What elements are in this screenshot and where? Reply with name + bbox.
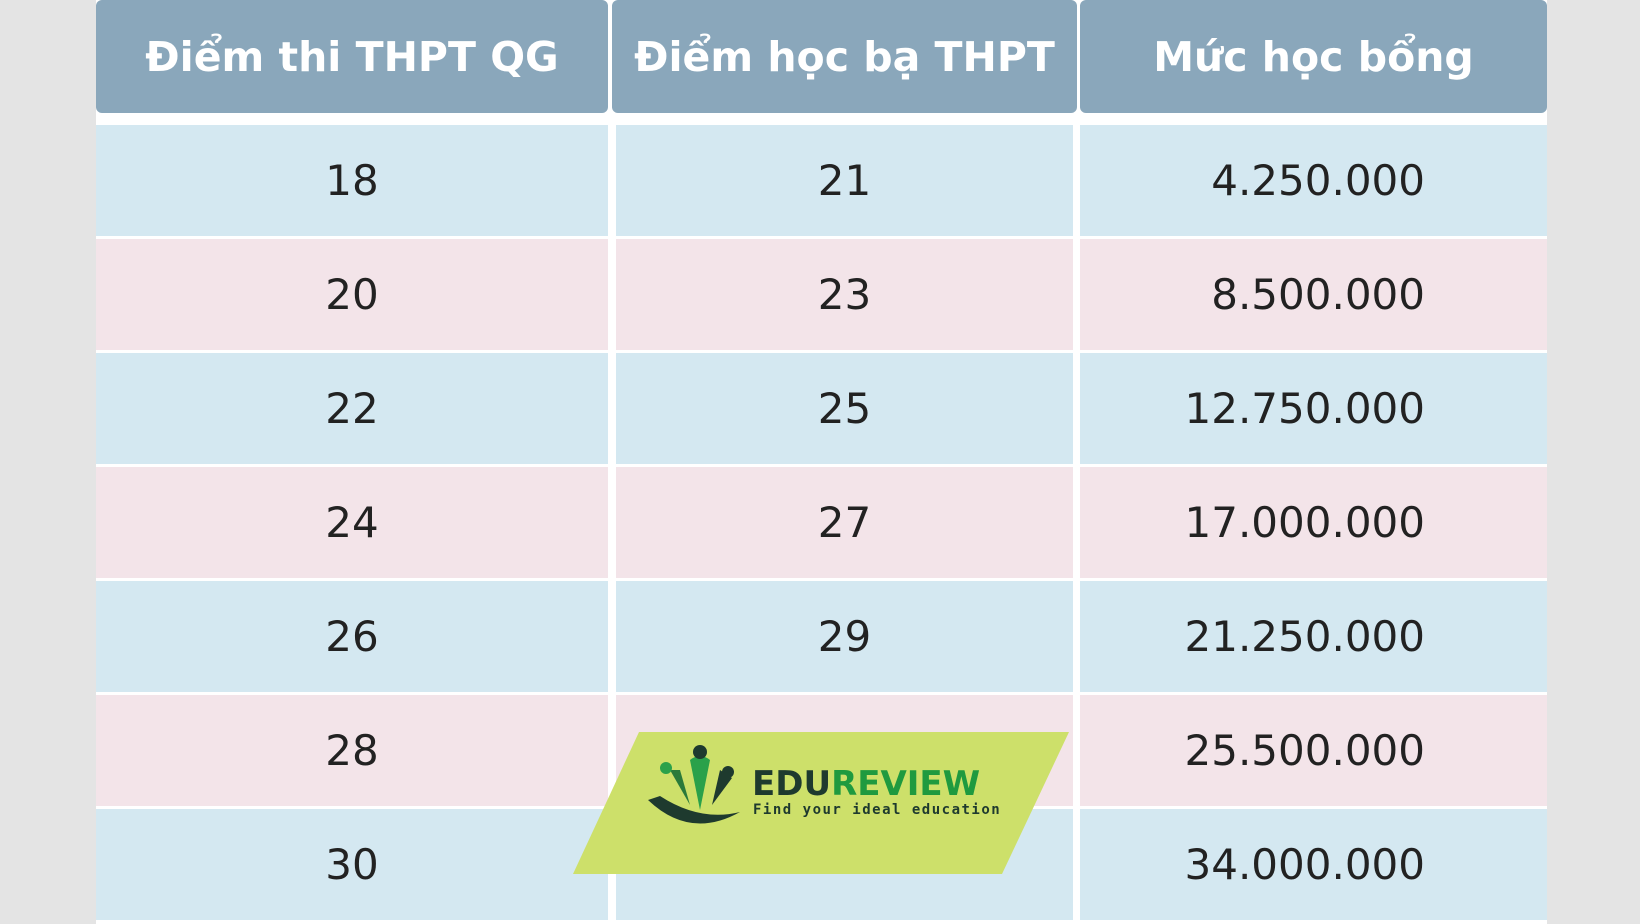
header-cell: Mức học bổng [1080,0,1547,113]
table-cell: 27 [616,467,1073,578]
table-cell: 22 [96,353,608,464]
table-cell: 12.750.000 [1080,353,1547,464]
table-cell: 4.250.000 [1080,125,1547,236]
table-cell: 24 [96,467,608,578]
table-cell: 17.000.000 [1080,467,1547,578]
table-cell: 23 [616,239,1073,350]
table-cell: 29 [616,581,1073,692]
logo-brand-green: REVIEW [831,764,980,804]
logo-tagline: Find your ideal education [753,802,1001,818]
header-cell: Điểm thi THPT QG [96,0,608,113]
logo-brand: EDUREVIEW [752,764,980,804]
table-cell: 28 [96,695,608,806]
table-cell: 25 [616,353,1073,464]
table-cell: 21 [616,125,1073,236]
header-cell: Điểm học bạ THPT [612,0,1077,113]
table-cell: 25.500.000 [1080,695,1547,806]
table-cell: 18 [96,125,608,236]
table-cell: 21.250.000 [1080,581,1547,692]
table-cell: 20 [96,239,608,350]
logo-brand-dark: EDU [752,764,831,804]
table-cell: 30 [96,809,608,920]
table-cell: 26 [96,581,608,692]
table-cell: 8.500.000 [1080,239,1547,350]
table-cell: 34.000.000 [1080,809,1547,920]
logo-icon [648,745,740,824]
